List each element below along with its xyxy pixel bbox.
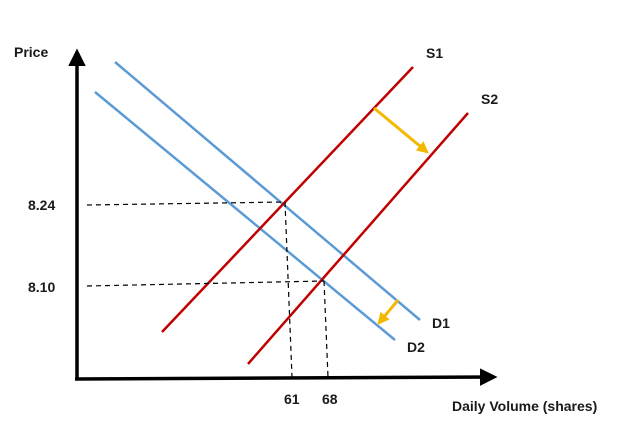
guide-volume-low xyxy=(284,201,293,378)
price-tick-high: 8.24 xyxy=(28,197,55,213)
supply-curve-s2 xyxy=(247,112,469,365)
x-axis xyxy=(74,368,498,386)
supply-label-s2: S2 xyxy=(481,91,498,107)
price-tick-low: 8.10 xyxy=(28,279,55,295)
supply-shift-arrow xyxy=(373,106,429,154)
demand-label-d1: D1 xyxy=(432,315,450,331)
volume-tick-high: 68 xyxy=(322,391,338,407)
supply-curve-s1 xyxy=(161,66,414,333)
x-axis-label: Daily Volume (shares) xyxy=(452,398,597,414)
volume-tick-low: 61 xyxy=(284,391,300,407)
demand-shift-arrow xyxy=(377,299,400,325)
guide-volume-high xyxy=(323,280,329,378)
demand-curve-d2 xyxy=(94,91,396,341)
y-axis-label: Price xyxy=(14,44,48,60)
supply-label-s1: S1 xyxy=(426,45,443,61)
guide-price-high xyxy=(86,201,286,206)
demand-label-d2: D2 xyxy=(407,339,425,355)
guide-price-low xyxy=(86,280,325,287)
demand-curve-d1 xyxy=(114,61,421,321)
